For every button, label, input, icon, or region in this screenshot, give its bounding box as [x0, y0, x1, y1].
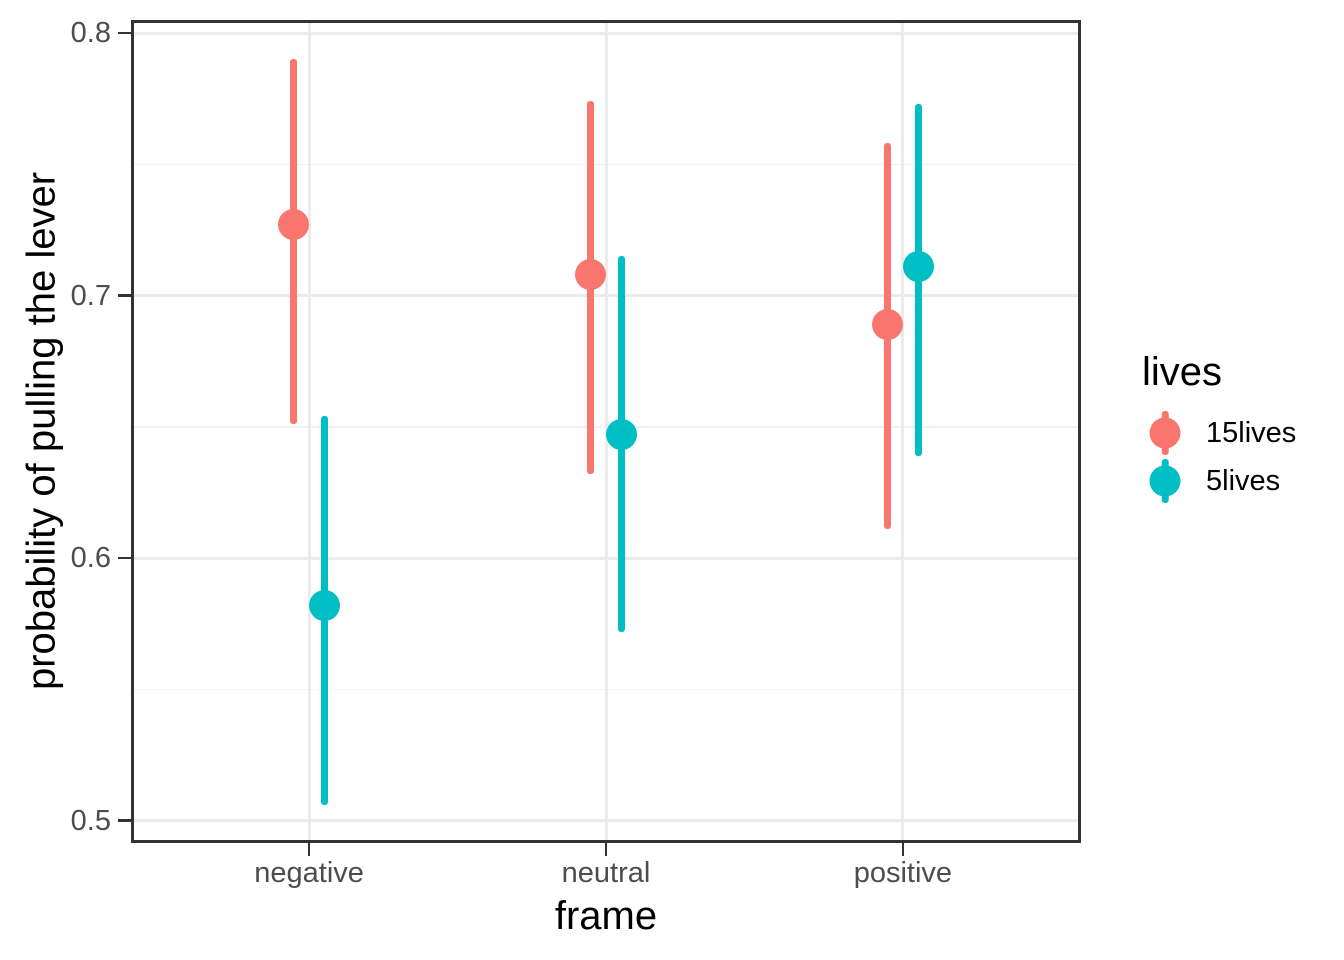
x-tick-mark	[901, 843, 905, 856]
legend-key-dot	[1149, 417, 1181, 449]
y-tick-mark	[118, 556, 131, 560]
x-tick-label: negative	[254, 857, 364, 889]
y-tick-label: 0.8	[70, 17, 111, 50]
legend-title: lives	[1142, 350, 1223, 394]
point-15lives-negative	[278, 209, 310, 241]
errorbar-15lives-negative	[290, 59, 297, 425]
legend-key-dot	[1149, 465, 1181, 497]
y-tick-mark	[118, 31, 131, 35]
y-tick-mark	[118, 819, 131, 822]
legend-key-pointrange-icon	[1142, 457, 1188, 505]
legend-entry-label: 15lives	[1206, 416, 1297, 449]
y-tick-mark	[118, 294, 131, 297]
legend-entry-15lives: 15lives	[1142, 409, 1296, 457]
legend-key-pointrange-icon	[1142, 409, 1188, 457]
y-axis-title: probability of pulling the lever	[19, 171, 64, 691]
point-5lives-positive	[902, 251, 934, 283]
point-15lives-neutral	[575, 259, 606, 291]
x-tick-label: positive	[853, 857, 953, 889]
gridline-major-x	[901, 20, 905, 843]
point-5lives-neutral	[606, 419, 637, 451]
point-15lives-positive	[871, 309, 903, 341]
y-tick-label: 0.6	[70, 542, 111, 575]
y-tick-label: 0.7	[70, 279, 111, 312]
point-5lives-negative	[309, 589, 341, 621]
legend: lives 15lives 5lives	[1142, 350, 1296, 505]
gridline-major-x	[307, 20, 311, 843]
legend-entry-label: 5lives	[1206, 464, 1281, 497]
y-tick-label: 0.5	[70, 804, 111, 837]
x-tick-mark	[307, 843, 311, 856]
x-tick-label: neutral	[561, 857, 651, 889]
x-axis-title: frame	[554, 894, 658, 938]
legend-entries: 15lives 5lives	[1142, 409, 1296, 505]
legend-entry-5lives: 5lives	[1142, 457, 1296, 505]
x-tick-mark	[604, 843, 608, 856]
